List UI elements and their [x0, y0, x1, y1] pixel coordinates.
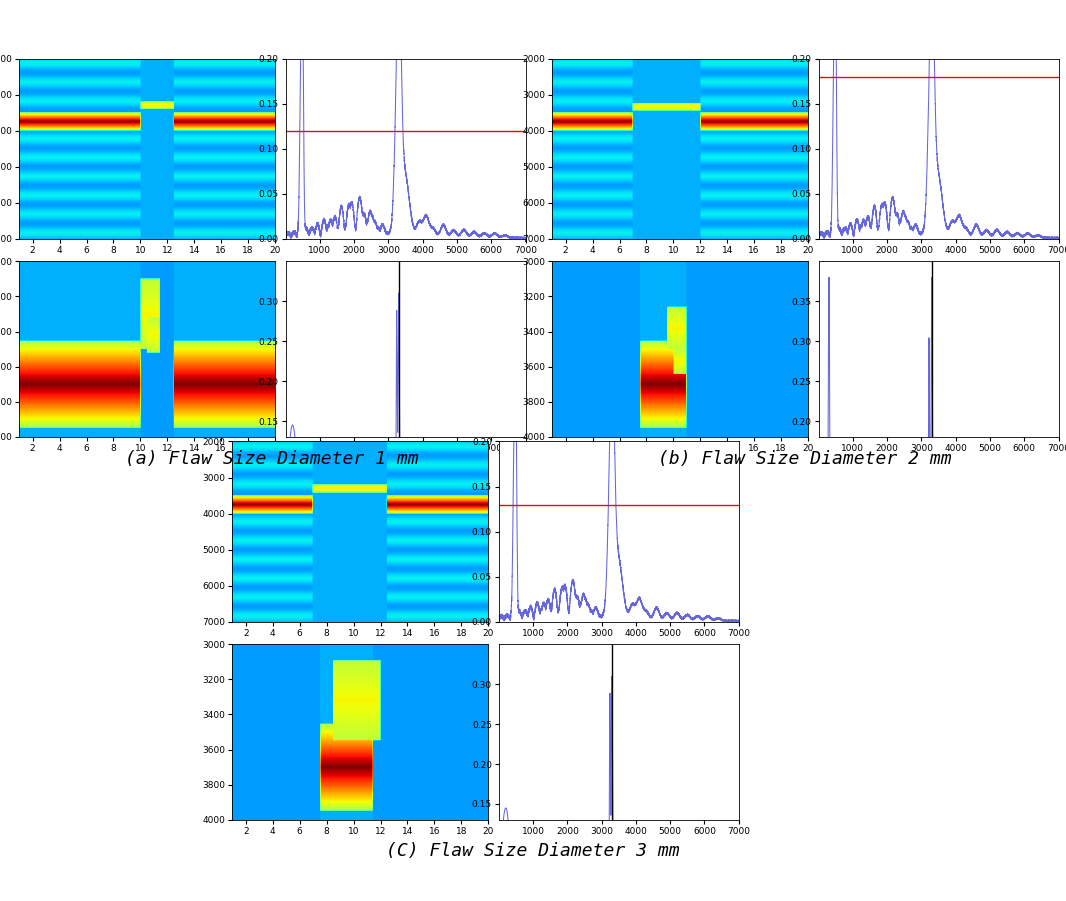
Text: (a) Flaw Size Diameter 1 mm: (a) Flaw Size Diameter 1 mm [125, 450, 419, 469]
Text: (C) Flaw Size Diameter 3 mm: (C) Flaw Size Diameter 3 mm [386, 842, 680, 860]
Text: (b) Flaw Size Diameter 2 mm: (b) Flaw Size Diameter 2 mm [658, 450, 952, 469]
